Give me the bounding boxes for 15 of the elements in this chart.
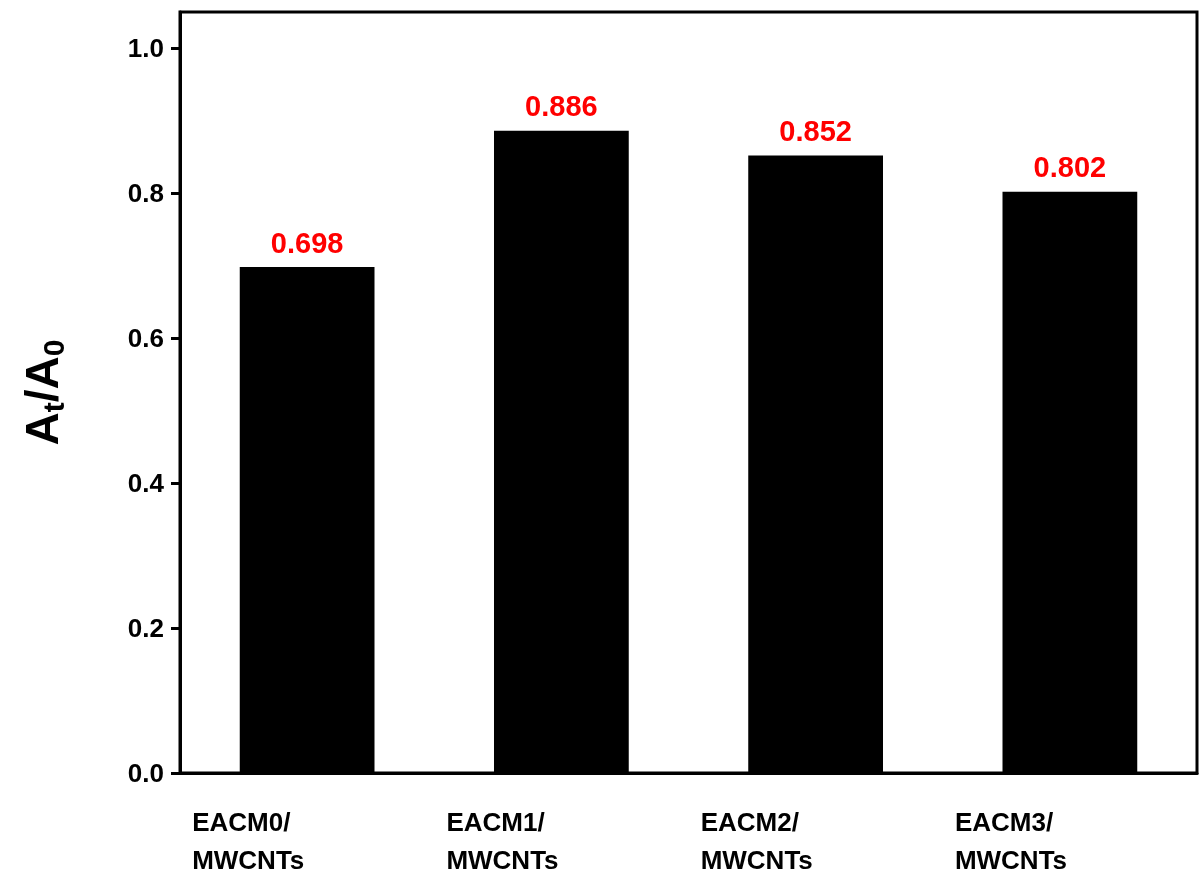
y-tick-label: 0.6 (127, 323, 164, 354)
x-tick-label: EACM3/ MWCNTs (954, 807, 1068, 875)
y-tick-label: 0.8 (127, 178, 164, 209)
data-label: 0.802 (1033, 151, 1107, 184)
data-label: 0.886 (525, 90, 598, 123)
data-label: 0.698 (270, 226, 344, 259)
y-tick-label: 0.4 (127, 468, 165, 499)
y-tick-label: 0.0 (127, 758, 164, 788)
x-tick-label: EACM0/ MWCNTs (192, 807, 305, 875)
y-axis-title: At/A0 (16, 339, 70, 446)
data-label: 0.852 (779, 115, 852, 147)
x-tick-label: EACM2/ MWCNTs (700, 807, 813, 875)
y-tick-label: 1.0 (127, 33, 164, 64)
x-tick-label: EACM1/ MWCNTs (446, 807, 559, 875)
y-tick-label: 0.2 (127, 613, 164, 644)
